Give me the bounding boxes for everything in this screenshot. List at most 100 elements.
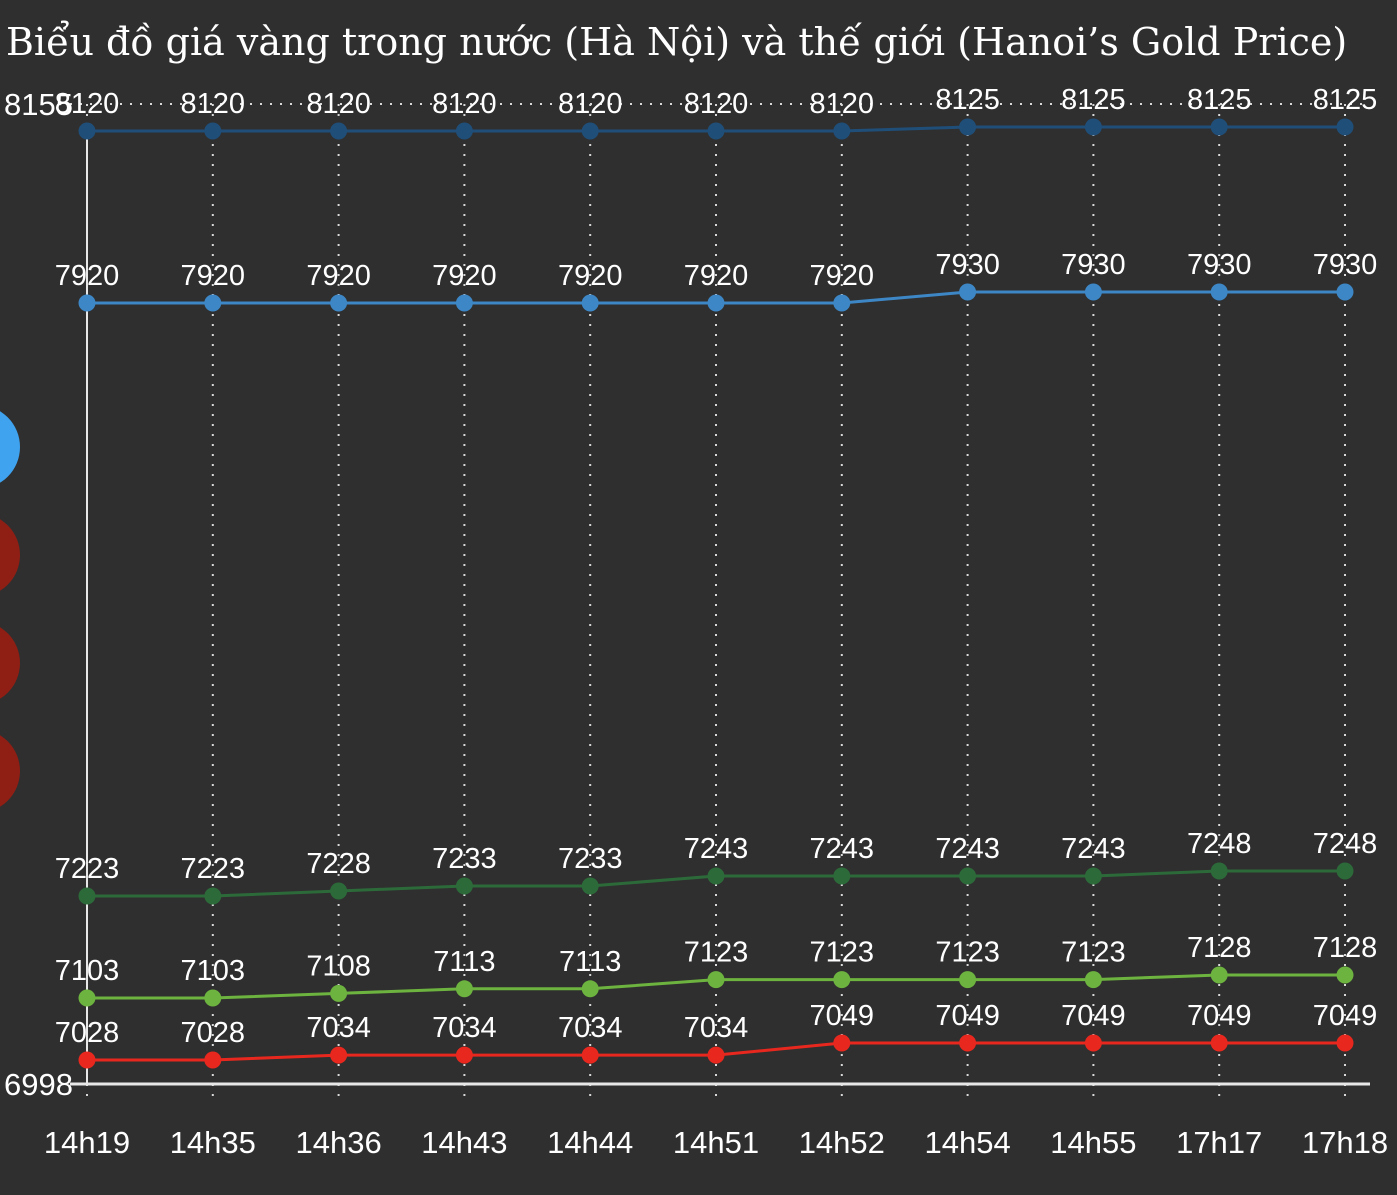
- data-point-s1-3: [455, 122, 473, 140]
- x-tick-label-14h44: 14h44: [547, 1125, 633, 1160]
- data-point-s5-5: [707, 1046, 725, 1064]
- data-point-s1-7: [959, 118, 977, 136]
- data-point-s4-6: [833, 971, 851, 989]
- data-point-s2-10: [1336, 283, 1354, 301]
- x-tick-label-14h19: 14h19: [44, 1125, 130, 1160]
- y-tick-label-8155: 8155: [4, 87, 73, 122]
- data-point-s3-10: [1336, 862, 1354, 880]
- data-point-s5-3: [455, 1046, 473, 1064]
- data-label-s5-10: 7049: [1313, 1000, 1378, 1032]
- data-label-s3-9: 7248: [1187, 828, 1252, 860]
- data-label-s2-6: 7920: [810, 260, 875, 292]
- data-label-s2-10: 7930: [1313, 249, 1378, 281]
- x-tick-label-14h35: 14h35: [170, 1125, 256, 1160]
- data-point-s1-2: [330, 122, 348, 140]
- data-point-s1-6: [833, 122, 851, 140]
- data-label-s3-2: 7228: [306, 848, 371, 880]
- data-label-s3-5: 7243: [684, 833, 749, 865]
- x-tick-label-14h51: 14h51: [673, 1125, 759, 1160]
- data-point-s4-5: [707, 971, 725, 989]
- data-label-s2-5: 7920: [684, 260, 749, 292]
- data-point-s5-1: [204, 1051, 222, 1069]
- data-label-s3-3: 7233: [432, 843, 497, 875]
- data-point-s5-10: [1336, 1034, 1354, 1052]
- chart-title: Biểu đồ giá vàng trong nước (Hà Nội) và …: [6, 20, 1347, 64]
- data-label-s3-4: 7233: [558, 843, 623, 875]
- data-label-s5-5: 7034: [684, 1012, 749, 1044]
- data-point-s3-0: [78, 887, 96, 905]
- data-point-s1-0: [78, 122, 96, 140]
- data-point-s2-2: [330, 294, 348, 312]
- data-label-s3-8: 7243: [1061, 833, 1126, 865]
- data-label-s1-9: 8125: [1187, 84, 1252, 116]
- data-label-s3-7: 7243: [935, 833, 1000, 865]
- data-point-s2-5: [707, 294, 725, 312]
- data-point-s4-4: [581, 980, 599, 998]
- data-label-s3-10: 7248: [1313, 828, 1378, 860]
- data-point-s3-8: [1084, 867, 1102, 885]
- data-point-s5-8: [1084, 1034, 1102, 1052]
- data-label-s4-7: 7123: [935, 937, 1000, 969]
- data-label-s4-9: 7128: [1187, 932, 1252, 964]
- data-point-s2-1: [204, 294, 222, 312]
- data-point-s2-9: [1210, 283, 1228, 301]
- data-label-s1-5: 8120: [684, 88, 749, 120]
- data-label-s4-0: 7103: [55, 955, 120, 987]
- data-label-s1-0: 8120: [55, 88, 120, 120]
- data-point-s3-5: [707, 867, 725, 885]
- data-point-s5-0: [78, 1051, 96, 1069]
- legend-markers: [0, 411, 20, 807]
- data-point-s4-10: [1336, 966, 1354, 984]
- data-point-s1-5: [707, 122, 725, 140]
- data-label-s4-10: 7128: [1313, 932, 1378, 964]
- data-label-s5-3: 7034: [432, 1012, 497, 1044]
- data-label-s1-6: 8120: [810, 88, 875, 120]
- data-label-s5-4: 7034: [558, 1012, 623, 1044]
- data-point-s4-7: [959, 971, 977, 989]
- data-label-s1-1: 8120: [181, 88, 246, 120]
- data-point-s3-9: [1210, 862, 1228, 880]
- data-point-s1-8: [1084, 118, 1102, 136]
- data-point-s2-6: [833, 294, 851, 312]
- legend-marker-2: [0, 519, 20, 591]
- data-label-s5-6: 7049: [810, 1000, 875, 1032]
- data-point-s2-3: [455, 294, 473, 312]
- data-label-s5-9: 7049: [1187, 1000, 1252, 1032]
- data-point-s3-2: [330, 882, 348, 900]
- data-label-s2-9: 7930: [1187, 249, 1252, 281]
- data-point-s4-3: [455, 980, 473, 998]
- data-label-s5-2: 7034: [306, 1012, 371, 1044]
- data-point-s4-9: [1210, 966, 1228, 984]
- data-point-s5-6: [833, 1034, 851, 1052]
- data-point-s2-7: [959, 283, 977, 301]
- legend-marker-3: [0, 627, 20, 699]
- data-label-s2-4: 7920: [558, 260, 623, 292]
- data-label-s5-1: 7028: [181, 1017, 246, 1049]
- data-point-s4-0: [78, 989, 96, 1007]
- data-label-s4-6: 7123: [810, 937, 875, 969]
- data-point-s5-9: [1210, 1034, 1228, 1052]
- x-tick-label-14h43: 14h43: [421, 1125, 507, 1160]
- x-tick-label-14h55: 14h55: [1050, 1125, 1136, 1160]
- data-label-s2-3: 7920: [432, 260, 497, 292]
- data-label-s2-8: 7930: [1061, 249, 1126, 281]
- data-label-s1-2: 8120: [306, 88, 371, 120]
- data-point-s3-1: [204, 887, 222, 905]
- data-label-s2-2: 7920: [306, 260, 371, 292]
- data-point-s1-4: [581, 122, 599, 140]
- x-tick-label-17h18: 17h18: [1302, 1125, 1388, 1160]
- data-label-s5-8: 7049: [1061, 1000, 1126, 1032]
- data-point-s1-9: [1210, 118, 1228, 136]
- x-tick-label-14h54: 14h54: [924, 1125, 1010, 1160]
- data-label-s4-3: 7113: [433, 946, 495, 978]
- data-label-s4-1: 7103: [181, 955, 246, 987]
- data-point-s4-2: [330, 984, 348, 1002]
- data-label-s5-7: 7049: [935, 1000, 1000, 1032]
- data-label-s1-7: 8125: [935, 84, 1000, 116]
- data-label-s1-3: 8120: [432, 88, 497, 120]
- data-point-s5-2: [330, 1046, 348, 1064]
- data-label-s4-5: 7123: [684, 937, 749, 969]
- data-label-s4-2: 7108: [306, 950, 371, 982]
- legend-marker-4: [0, 735, 20, 807]
